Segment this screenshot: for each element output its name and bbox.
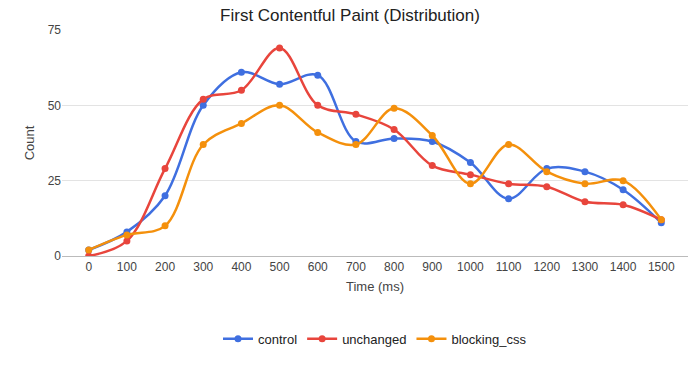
svg-text:1200: 1200	[533, 260, 560, 274]
svg-text:75: 75	[48, 23, 62, 37]
svg-text:0: 0	[85, 260, 92, 274]
svg-text:Count: Count	[22, 125, 37, 160]
svg-text:0: 0	[54, 249, 61, 263]
svg-text:500: 500	[270, 260, 290, 274]
svg-text:1000: 1000	[457, 260, 484, 274]
svg-text:First Contentful Paint (Distri: First Contentful Paint (Distribution)	[220, 6, 480, 25]
svg-text:200: 200	[155, 260, 175, 274]
svg-text:1100: 1100	[496, 260, 522, 274]
svg-text:25: 25	[48, 174, 62, 188]
svg-text:1500: 1500	[648, 260, 675, 274]
svg-text:100: 100	[117, 260, 137, 274]
svg-text:1400: 1400	[610, 260, 637, 274]
svg-text:unchanged: unchanged	[342, 332, 406, 347]
svg-text:900: 900	[422, 260, 442, 274]
svg-text:1300: 1300	[572, 260, 599, 274]
svg-text:Time (ms): Time (ms)	[346, 279, 404, 294]
svg-text:800: 800	[384, 260, 404, 274]
svg-text:300: 300	[193, 260, 213, 274]
svg-text:50: 50	[48, 99, 62, 113]
svg-text:control: control	[258, 332, 297, 347]
svg-text:blocking_css: blocking_css	[451, 332, 526, 347]
svg-text:400: 400	[231, 260, 251, 274]
svg-text:700: 700	[346, 260, 366, 274]
svg-text:600: 600	[308, 260, 328, 274]
